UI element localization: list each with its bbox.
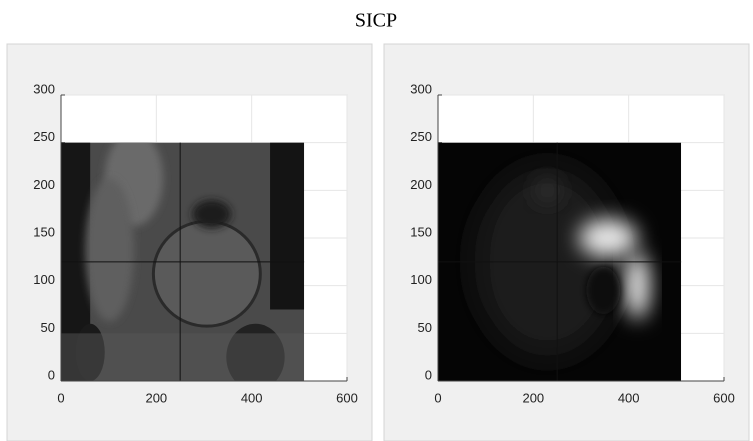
image-detail xyxy=(61,333,305,381)
image-detail xyxy=(270,142,305,310)
image-detail xyxy=(625,252,650,320)
x-tick-label: 200 xyxy=(145,390,167,405)
x-tick-label: 0 xyxy=(57,390,64,405)
y-tick-label: 50 xyxy=(418,320,432,335)
image-detail xyxy=(192,199,232,229)
y-tick-label: 200 xyxy=(410,177,432,192)
figure-title: SICP xyxy=(355,10,397,32)
image xyxy=(61,142,305,381)
y-tick-label: 150 xyxy=(410,224,432,239)
y-tick-label: 300 xyxy=(33,81,55,96)
x-tick-label: 400 xyxy=(241,390,263,405)
x-tick-label: 200 xyxy=(522,390,544,405)
x-tick-label: 400 xyxy=(618,390,640,405)
y-tick-label: 50 xyxy=(41,320,55,335)
y-tick-label: 250 xyxy=(410,129,432,144)
image-detail xyxy=(85,178,134,322)
y-tick-label: 250 xyxy=(33,129,55,144)
y-tick-label: 100 xyxy=(410,272,432,287)
image-detail xyxy=(535,178,560,203)
image-detail xyxy=(586,266,621,315)
y-tick-label: 0 xyxy=(425,367,432,382)
image-detail xyxy=(578,218,638,258)
image-detail xyxy=(151,219,262,328)
y-tick-label: 0 xyxy=(48,367,55,382)
x-tick-label: 600 xyxy=(713,390,735,405)
y-tick-label: 150 xyxy=(33,224,55,239)
y-tick-label: 300 xyxy=(410,81,432,96)
y-tick-label: 200 xyxy=(33,177,55,192)
y-tick-label: 100 xyxy=(33,272,55,287)
x-tick-label: 0 xyxy=(434,390,441,405)
x-tick-label: 600 xyxy=(336,390,358,405)
